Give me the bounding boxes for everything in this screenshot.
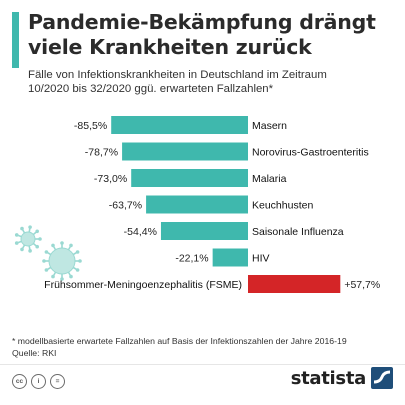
value-label-6: +57,7%	[344, 279, 380, 291]
category-label-6: Frühsommer-Meningoenzephalitis (FSME)	[44, 279, 242, 291]
footer-divider	[0, 364, 405, 365]
title-accent-bar	[12, 12, 19, 68]
title-line-1: Pandemie-Bekämpfung drängt	[28, 10, 376, 34]
equal-icon[interactable]: =	[50, 374, 65, 389]
category-label-0: Masern	[252, 120, 287, 132]
category-label-2: Malaria	[252, 173, 287, 185]
brand[interactable]: statista	[291, 367, 393, 389]
value-label-1: -78,7%	[85, 147, 118, 159]
chart-subtitle: Fälle von Infektionskrankheiten in Deuts…	[28, 68, 398, 96]
bar-group: -85,5% Masern -78,7% Norovirus-Gastroenteri…	[44, 116, 380, 293]
footnote-text: * modellbasierte erwartete Fallzahlen au…	[12, 336, 347, 346]
value-label-4: -54,4%	[124, 226, 157, 238]
chart-title: Pandemie-Bekämpfung drängt viele Krankhe…	[28, 10, 398, 60]
bar-1	[122, 142, 248, 161]
bar-chart: -85,5% Masern -78,7% Norovirus-Gastroenteri…	[14, 116, 380, 293]
bar-3	[146, 195, 248, 214]
category-label-5: HIV	[252, 253, 270, 265]
category-label-4: Saisonale Influenza	[252, 226, 344, 238]
creative-commons-icon[interactable]: cc	[12, 374, 27, 389]
value-label-0: -85,5%	[74, 120, 107, 132]
value-label-5: -22,1%	[175, 253, 208, 265]
category-label-3: Keuchhusten	[252, 200, 313, 212]
statista-logo-icon	[371, 367, 393, 389]
brand-name: statista	[290, 367, 367, 389]
category-label-1: Norovirus-Gastroenteritis	[252, 147, 369, 159]
subtitle-line-1: Fälle von Infektionskrankheiten in Deuts…	[28, 69, 327, 81]
bar-2	[131, 169, 248, 187]
value-label-3: -63,7%	[109, 200, 142, 212]
bar-6	[248, 275, 341, 293]
attribution-icon[interactable]: i	[31, 374, 46, 389]
value-label-2: -73,0%	[94, 173, 127, 185]
subtitle-line-2: 10/2020 bis 32/2020 ggü. erwarteten Fall…	[28, 83, 274, 95]
title-line-2: viele Krankheiten zurück	[28, 35, 312, 59]
source-text: Quelle: RKI	[12, 348, 57, 358]
virus-icon	[14, 225, 82, 281]
license-icons: cc i =	[12, 374, 65, 389]
footnote-block: * modellbasierte erwartete Fallzahlen au…	[12, 335, 397, 359]
bar-4	[160, 222, 248, 240]
bar-5	[212, 248, 248, 267]
bar-0	[111, 116, 248, 134]
